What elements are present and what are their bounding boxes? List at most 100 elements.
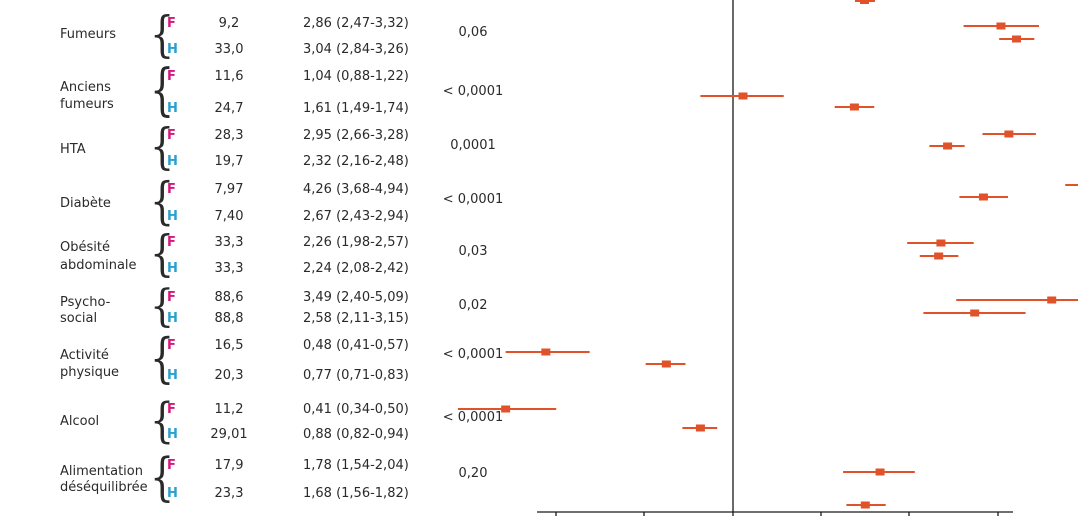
sex-label-female: F	[167, 69, 176, 84]
risk-factor-label: physique	[60, 365, 120, 380]
prevalence-female: 11,6	[214, 69, 244, 84]
p-value: 0,0001	[450, 138, 496, 153]
odds-ratio-male: 3,04 (2,84-3,26)	[303, 42, 409, 57]
odds-ratio-female: 2,26 (1,98-2,57)	[303, 235, 409, 250]
odds-ratio-female: 3,49 (2,40-5,09)	[303, 290, 409, 305]
risk-factor-label: Obésité	[60, 240, 110, 255]
sex-label-female: F	[167, 16, 176, 31]
sex-label-male: H	[167, 311, 178, 326]
prevalence-female: 16,5	[214, 338, 244, 353]
odds-ratio-male: 0,88 (0,82-0,94)	[303, 427, 409, 442]
prevalence-male: 33,0	[214, 42, 244, 57]
odds-ratio-female: 2,86 (2,47-3,32)	[303, 16, 409, 31]
sex-label-male: H	[167, 427, 178, 442]
odds-ratio-male: 0,77 (0,71-0,83)	[303, 368, 409, 383]
odds-ratio-male: 2,32 (2,16-2,48)	[303, 154, 409, 169]
sex-label-male: H	[167, 42, 178, 57]
or-marker-h	[849, 103, 859, 111]
sex-label-female: F	[167, 338, 176, 353]
prevalence-male: 29,01	[210, 427, 248, 442]
prevalence-female: 88,6	[214, 290, 244, 305]
p-value: 0,03	[458, 244, 488, 259]
or-marker-h	[978, 193, 988, 201]
or-marker-f	[738, 92, 748, 100]
p-value: < 0,0001	[442, 410, 504, 425]
risk-factor-label: déséquilibrée	[60, 480, 148, 495]
sex-label-male: H	[167, 209, 178, 224]
sex-label-female: F	[167, 182, 176, 197]
prevalence-female: 17,9	[214, 458, 244, 473]
sex-label-female: F	[167, 128, 176, 143]
sex-label-female: F	[167, 402, 176, 417]
sex-label-male: H	[167, 486, 178, 501]
prevalence-female: 9,2	[218, 16, 240, 31]
group-brace: {	[150, 391, 175, 448]
odds-ratio-male: 2,58 (2,11-3,15)	[303, 311, 409, 326]
prevalence-male: 24,7	[214, 101, 244, 116]
risk-factor-label: HTA	[60, 142, 86, 157]
group-brace: {	[150, 5, 175, 63]
prevalence-female: 33,3	[214, 235, 244, 250]
risk-factor-label: Alimentation	[60, 464, 143, 479]
or-marker-f	[1047, 296, 1057, 304]
risk-factor-label: Anciens	[60, 80, 111, 95]
risk-factor-label: abdominale	[60, 258, 137, 273]
or-marker-clipped	[860, 0, 869, 4]
risk-factor-label: Activité	[60, 348, 109, 363]
group-brace: {	[150, 171, 175, 230]
group-brace: {	[150, 326, 175, 390]
prevalence-female: 11,2	[214, 402, 244, 417]
or-marker-f	[936, 239, 946, 247]
prevalence-female: 7,97	[214, 182, 244, 197]
prevalence-male: 7,40	[214, 209, 244, 224]
prevalence-male: 23,3	[214, 486, 244, 501]
group-brace: {	[150, 117, 175, 175]
odds-ratio-female: 2,95 (2,66-3,28)	[303, 128, 409, 143]
odds-ratio-male: 2,67 (2,43-2,94)	[303, 209, 409, 224]
risk-factor-label: Diabète	[60, 196, 111, 211]
odds-ratio-male: 1,68 (1,56-1,82)	[303, 486, 409, 501]
p-value: < 0,0001	[442, 84, 504, 99]
p-value: 0,20	[458, 466, 488, 481]
group-brace: {	[150, 447, 175, 507]
sex-label-female: F	[167, 290, 176, 305]
group-brace: {	[150, 57, 175, 123]
group-brace: {	[150, 224, 175, 282]
odds-ratio-female: 1,78 (1,54-2,04)	[303, 458, 409, 473]
or-marker-f	[541, 348, 551, 356]
p-value: 0,02	[458, 298, 488, 313]
p-value: < 0,0001	[442, 192, 504, 207]
or-marker-h	[695, 424, 705, 432]
odds-ratio-female: 0,48 (0,41-0,57)	[303, 338, 409, 353]
risk-factor-label: Psycho-	[60, 295, 111, 310]
or-marker-f	[501, 405, 511, 413]
group-brace: {	[150, 280, 175, 331]
sex-label-female: F	[167, 458, 176, 473]
risk-factor-label: social	[60, 311, 98, 326]
odds-ratio-male: 2,24 (2,08-2,42)	[303, 261, 409, 276]
prevalence-male: 19,7	[214, 154, 244, 169]
prevalence-male: 88,8	[214, 311, 244, 326]
risk-factor-label: Alcool	[60, 414, 100, 429]
or-marker-h	[860, 501, 870, 509]
or-marker-f	[996, 22, 1006, 30]
sex-label-male: H	[167, 101, 178, 116]
prevalence-male: 20,3	[214, 368, 244, 383]
or-marker-h	[661, 360, 671, 368]
odds-ratio-male: 1,61 (1,49-1,74)	[303, 101, 409, 116]
or-marker-h	[970, 309, 980, 317]
p-value: 0,06	[458, 25, 488, 40]
odds-ratio-female: 4,26 (3,68-4,94)	[303, 182, 409, 197]
p-value: < 0,0001	[442, 347, 504, 362]
prevalence-male: 33,3	[214, 261, 244, 276]
or-marker-h	[943, 142, 953, 150]
or-marker-h	[934, 252, 944, 260]
odds-ratio-female: 0,41 (0,34-0,50)	[303, 402, 409, 417]
risk-factor-label: Fumeurs	[60, 27, 117, 42]
odds-ratio-female: 1,04 (0,88-1,22)	[303, 69, 409, 84]
sex-label-male: H	[167, 261, 178, 276]
sex-label-female: F	[167, 235, 176, 250]
prevalence-female: 28,3	[214, 128, 244, 143]
